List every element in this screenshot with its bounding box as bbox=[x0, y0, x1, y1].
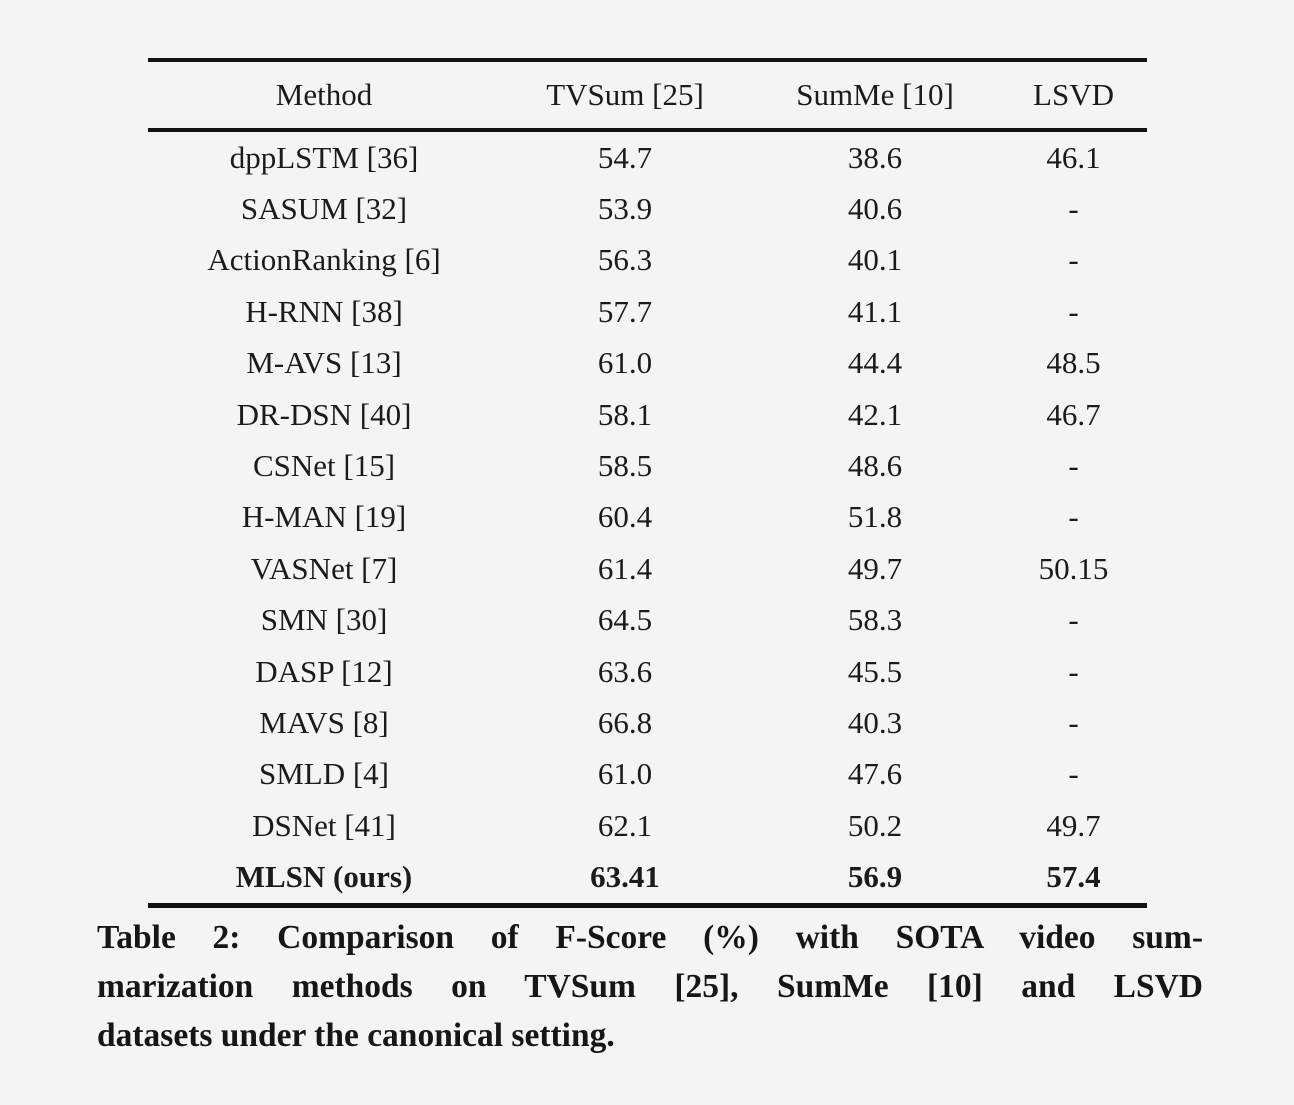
score-cell-lsvd: 48.5 bbox=[1046, 345, 1101, 381]
score-cell-tvsum: 61.0 bbox=[597, 756, 653, 792]
method-cell: SASUM [32] bbox=[240, 191, 408, 227]
score-cell-lsvd: 46.1 bbox=[1046, 139, 1101, 175]
table-row: SMLD [4] 61.0 47.6 - bbox=[148, 749, 1147, 800]
score-cell-summe: 40.1 bbox=[847, 242, 903, 278]
score-cell-lsvd: - bbox=[1068, 242, 1079, 278]
score-cell-summe: 38.6 bbox=[847, 139, 903, 175]
score-cell-lsvd: 46.7 bbox=[1046, 396, 1101, 432]
score-cell-summe: 40.3 bbox=[847, 704, 903, 740]
score-cell-summe: 48.6 bbox=[847, 448, 903, 484]
method-cell: VASNet [7] bbox=[250, 550, 398, 586]
column-header-lsvd: LSVD bbox=[1033, 77, 1114, 112]
score-cell-lsvd: 50.15 bbox=[1038, 550, 1109, 586]
score-cell-lsvd: 57.4 bbox=[1046, 859, 1101, 895]
column-header-method: Method bbox=[275, 77, 373, 112]
table-row: dppLSTM [36] 54.7 38.6 46.1 bbox=[148, 132, 1147, 183]
score-cell-tvsum: 62.1 bbox=[597, 807, 653, 843]
table-row: DR-DSN [40] 58.1 42.1 46.7 bbox=[148, 389, 1147, 440]
score-cell-tvsum: 64.5 bbox=[597, 602, 653, 638]
score-cell-lsvd: - bbox=[1068, 602, 1079, 638]
method-cell: ActionRanking [6] bbox=[207, 242, 441, 278]
score-cell-summe: 41.1 bbox=[847, 293, 903, 329]
table-row: MLSN (ours) 63.41 56.9 57.4 bbox=[148, 851, 1147, 902]
score-cell-lsvd: - bbox=[1068, 704, 1079, 740]
table-row: SASUM [32] 53.9 40.6 - bbox=[148, 183, 1147, 234]
method-cell: dppLSTM [36] bbox=[229, 139, 419, 175]
table-top-rule bbox=[148, 58, 1147, 62]
score-cell-summe: 49.7 bbox=[847, 550, 903, 586]
score-cell-lsvd: - bbox=[1068, 499, 1079, 535]
table-row: MAVS [8] 66.8 40.3 - bbox=[148, 697, 1147, 748]
method-cell: H-RNN [38] bbox=[245, 293, 403, 329]
caption-line-1: Table 2: Comparison of F-Score (%) with … bbox=[97, 919, 1203, 956]
caption-line-2: marization methods on TVSum [25], SumMe … bbox=[97, 968, 1203, 1005]
table-row: DSNet [41] 62.1 50.2 49.7 bbox=[148, 800, 1147, 851]
method-cell: M-AVS [13] bbox=[246, 345, 402, 381]
score-cell-lsvd: - bbox=[1068, 448, 1079, 484]
score-cell-summe: 56.9 bbox=[847, 859, 903, 895]
caption-line-3: datasets under the canonical setting. bbox=[97, 1017, 615, 1054]
score-cell-tvsum: 61.0 bbox=[597, 345, 653, 381]
column-header-summe: SumMe [10] bbox=[796, 77, 954, 112]
score-cell-summe: 45.5 bbox=[847, 653, 903, 689]
score-cell-tvsum: 58.5 bbox=[597, 448, 653, 484]
table-caption: Table 2: Comparison of F-Score (%) with … bbox=[97, 913, 1203, 1060]
method-cell: MLSN (ours) bbox=[235, 859, 413, 895]
score-cell-tvsum: 66.8 bbox=[597, 704, 653, 740]
method-cell: DSNet [41] bbox=[252, 807, 396, 843]
method-cell: CSNet [15] bbox=[252, 448, 396, 484]
column-header-tvsum: TVSum [25] bbox=[546, 77, 704, 112]
score-cell-lsvd: - bbox=[1068, 756, 1079, 792]
table-header-row: Method TVSum [25] SumMe [10] LSVD bbox=[148, 62, 1147, 128]
table-row: SMN [30] 64.5 58.3 - bbox=[148, 595, 1147, 646]
table-row: M-AVS [13] 61.0 44.4 48.5 bbox=[148, 338, 1147, 389]
score-cell-tvsum: 58.1 bbox=[597, 396, 653, 432]
method-cell: MAVS [8] bbox=[259, 704, 389, 740]
score-cell-tvsum: 54.7 bbox=[597, 139, 653, 175]
score-cell-lsvd: 49.7 bbox=[1046, 807, 1101, 843]
score-cell-summe: 51.8 bbox=[847, 499, 903, 535]
score-cell-tvsum: 61.4 bbox=[597, 550, 653, 586]
score-cell-tvsum: 57.7 bbox=[597, 293, 653, 329]
table-row: CSNet [15] 58.5 48.6 - bbox=[148, 440, 1147, 491]
score-cell-summe: 42.1 bbox=[847, 396, 903, 432]
score-cell-summe: 40.6 bbox=[847, 191, 903, 227]
table-row: H-RNN [38] 57.7 41.1 - bbox=[148, 286, 1147, 337]
score-cell-tvsum: 60.4 bbox=[597, 499, 653, 535]
table-row: DASP [12] 63.6 45.5 - bbox=[148, 646, 1147, 697]
score-cell-summe: 50.2 bbox=[847, 807, 903, 843]
score-cell-summe: 44.4 bbox=[847, 345, 903, 381]
table-row: H-MAN [19] 60.4 51.8 - bbox=[148, 492, 1147, 543]
score-cell-tvsum: 56.3 bbox=[597, 242, 653, 278]
score-cell-lsvd: - bbox=[1068, 191, 1079, 227]
results-table: Method TVSum [25] SumMe [10] LSVD dppLST… bbox=[148, 58, 1147, 908]
table-bottom-rule bbox=[148, 902, 1147, 908]
score-cell-lsvd: - bbox=[1068, 293, 1079, 329]
score-cell-summe: 47.6 bbox=[847, 756, 903, 792]
score-cell-tvsum: 63.6 bbox=[597, 653, 653, 689]
table-row: VASNet [7] 61.4 49.7 50.15 bbox=[148, 543, 1147, 594]
method-cell: SMN [30] bbox=[260, 602, 388, 638]
score-cell-tvsum: 63.41 bbox=[590, 859, 660, 895]
method-cell: H-MAN [19] bbox=[241, 499, 407, 535]
table-header-rule bbox=[148, 128, 1147, 132]
table-row: ActionRanking [6] 56.3 40.1 - bbox=[148, 235, 1147, 286]
table-body: dppLSTM [36] 54.7 38.6 46.1 SASUM [32] 53.9 40… bbox=[148, 132, 1147, 903]
method-cell: DASP [12] bbox=[255, 653, 393, 689]
method-cell: DR-DSN [40] bbox=[236, 396, 412, 432]
score-cell-summe: 58.3 bbox=[847, 602, 903, 638]
score-cell-lsvd: - bbox=[1068, 653, 1079, 689]
method-cell: SMLD [4] bbox=[258, 756, 390, 792]
score-cell-tvsum: 53.9 bbox=[597, 191, 653, 227]
